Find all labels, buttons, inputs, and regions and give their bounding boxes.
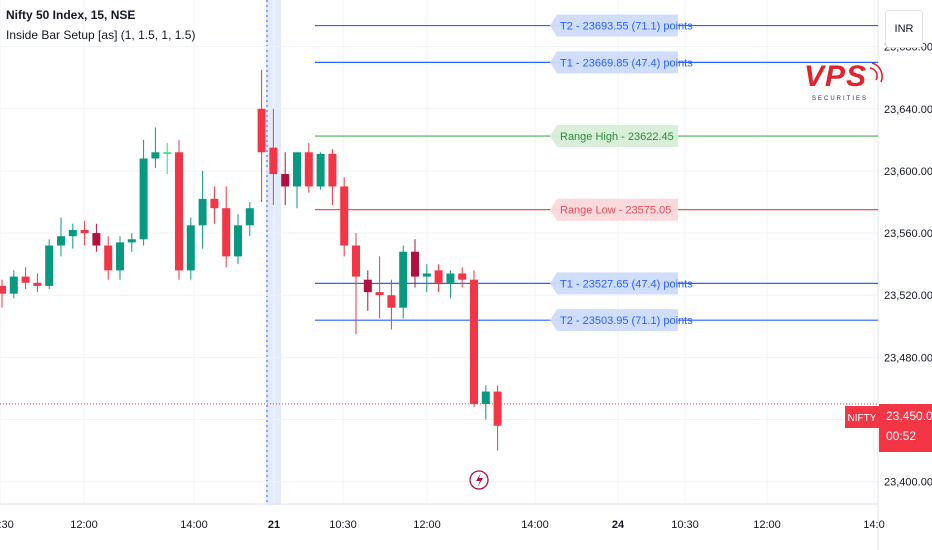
candle-body: [116, 242, 124, 271]
candle-body: [269, 147, 278, 175]
price-tag-value: 23,450.05: [886, 409, 932, 423]
candle-body: [151, 152, 160, 159]
candle-body: [210, 198, 219, 209]
symbol-title[interactable]: Nifty 50 Index, 15, NSE: [6, 8, 136, 22]
price-tag-symbol-box: [845, 406, 879, 428]
level-label: T1 - 23669.85 (47.4) points: [560, 57, 693, 69]
x-tick-label: 12:00: [413, 519, 441, 531]
candle-body: [198, 198, 207, 226]
price-tag: NIFTY 23,450.05 00:52: [845, 404, 932, 452]
candle-body: [470, 279, 478, 404]
currency-button[interactable]: INR: [885, 10, 923, 48]
candle-body: [0, 285, 6, 294]
candle-body: [9, 276, 18, 294]
indicator-levels: T2 - 23693.55 (71.1) points T1 - 23669.85…: [315, 14, 878, 332]
candle-body: [127, 239, 136, 243]
level-label-box: [550, 198, 678, 221]
y-tick-label: 23,520.00: [884, 290, 932, 302]
y-tick-label: 23,400.00: [884, 477, 932, 489]
candle-body: [45, 245, 54, 286]
level-label: T1 - 23527.65 (47.4) points: [560, 278, 693, 290]
candle-body: [340, 186, 349, 246]
candle-body: [458, 273, 467, 280]
candle-body: [186, 225, 195, 271]
price-tag-symbol: NIFTY: [848, 413, 877, 424]
candle-body: [422, 273, 431, 277]
x-tick-label: 24: [612, 519, 625, 531]
candle-body: [57, 236, 65, 246]
indicator-title[interactable]: Inside Bar Setup [as] (1, 1.5, 1, 1.5): [6, 28, 196, 42]
level-label-box: [550, 14, 678, 37]
price-tag-value-box: [879, 404, 932, 452]
x-tick-label: 14:00: [521, 519, 549, 531]
level-label: T2 - 23693.55 (71.1) points: [560, 21, 693, 33]
candle-body: [80, 229, 89, 234]
y-tick-label: 23,560.00: [884, 228, 932, 240]
x-tick-label: 12:00: [753, 519, 781, 531]
candles: [0, 69, 502, 451]
candle-body: [281, 174, 290, 187]
x-tick-label: 10:30: [329, 519, 357, 531]
candle-body: [493, 391, 502, 426]
x-tick-label: 10:30: [0, 519, 14, 531]
candle-body: [68, 229, 77, 237]
candle-body: [411, 251, 419, 277]
candle-body: [481, 391, 490, 404]
candle-body: [234, 225, 242, 257]
level-label-box: [550, 309, 678, 332]
signal-icon: [869, 62, 883, 83]
lightning-icon[interactable]: [469, 470, 489, 490]
x-tick-label: 10:30: [671, 519, 699, 531]
x-tick-label: 12:00: [70, 519, 98, 531]
candle-body: [104, 245, 113, 271]
level-label: T2 - 23503.95 (71.1) points: [560, 315, 693, 327]
candle-body: [434, 270, 443, 283]
candle-body: [399, 251, 408, 308]
candle-body: [92, 233, 101, 246]
level-label-box: [550, 272, 678, 295]
candle-body: [375, 292, 384, 296]
candle-body: [316, 153, 325, 187]
logo-text: VPS: [804, 60, 868, 93]
level-label: Range Low - 23575.05: [560, 205, 671, 217]
y-tick-label: 23,640.00: [884, 104, 932, 116]
candle-body: [257, 108, 266, 153]
candle-body: [293, 152, 301, 187]
price-tag-countdown: 00:52: [886, 429, 916, 443]
level-label: Range High - 23622.45: [560, 131, 674, 143]
candle-body: [446, 273, 455, 283]
candle-body: [139, 158, 148, 240]
y-tick-label: 23,600.00: [884, 166, 932, 178]
x-tick-label: 21: [268, 519, 280, 531]
grid-lines: [0, 0, 878, 505]
candle-body: [387, 295, 396, 308]
level-label-box: [550, 51, 678, 74]
candle-body: [328, 153, 337, 187]
x-tick-label: 14:00: [180, 519, 208, 531]
x-tick-label: 14:0: [863, 519, 884, 531]
y-tick-label: 23,480.00: [884, 352, 932, 364]
candle-body: [163, 152, 172, 154]
time-axis[interactable]: 10:30 12:00 14:00 21 10:30 12:00 14:00 24 10:30 1…: [0, 519, 885, 531]
candle-body: [21, 276, 30, 283]
vps-logo: VPS SECURITIES: [800, 58, 884, 110]
candle-body: [222, 208, 231, 257]
logo-subtext: SECURITIES: [812, 96, 869, 102]
candle-body: [352, 245, 360, 277]
candle-body: [304, 152, 313, 187]
level-label-box: [550, 125, 678, 148]
candle-body: [33, 282, 42, 286]
candle-body: [363, 279, 372, 293]
candle-body: [245, 208, 254, 226]
candle-body: [175, 152, 183, 271]
